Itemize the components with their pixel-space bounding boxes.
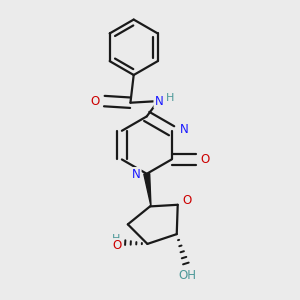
Text: N: N: [180, 123, 188, 136]
Text: O: O: [201, 153, 210, 166]
Text: H: H: [112, 234, 121, 244]
Text: O: O: [182, 194, 191, 207]
Polygon shape: [144, 173, 151, 206]
Text: H: H: [165, 94, 174, 103]
Text: OH: OH: [178, 269, 196, 282]
Text: N: N: [154, 94, 163, 108]
Text: N: N: [132, 168, 141, 181]
Text: O: O: [91, 94, 100, 108]
Text: O: O: [112, 239, 122, 252]
